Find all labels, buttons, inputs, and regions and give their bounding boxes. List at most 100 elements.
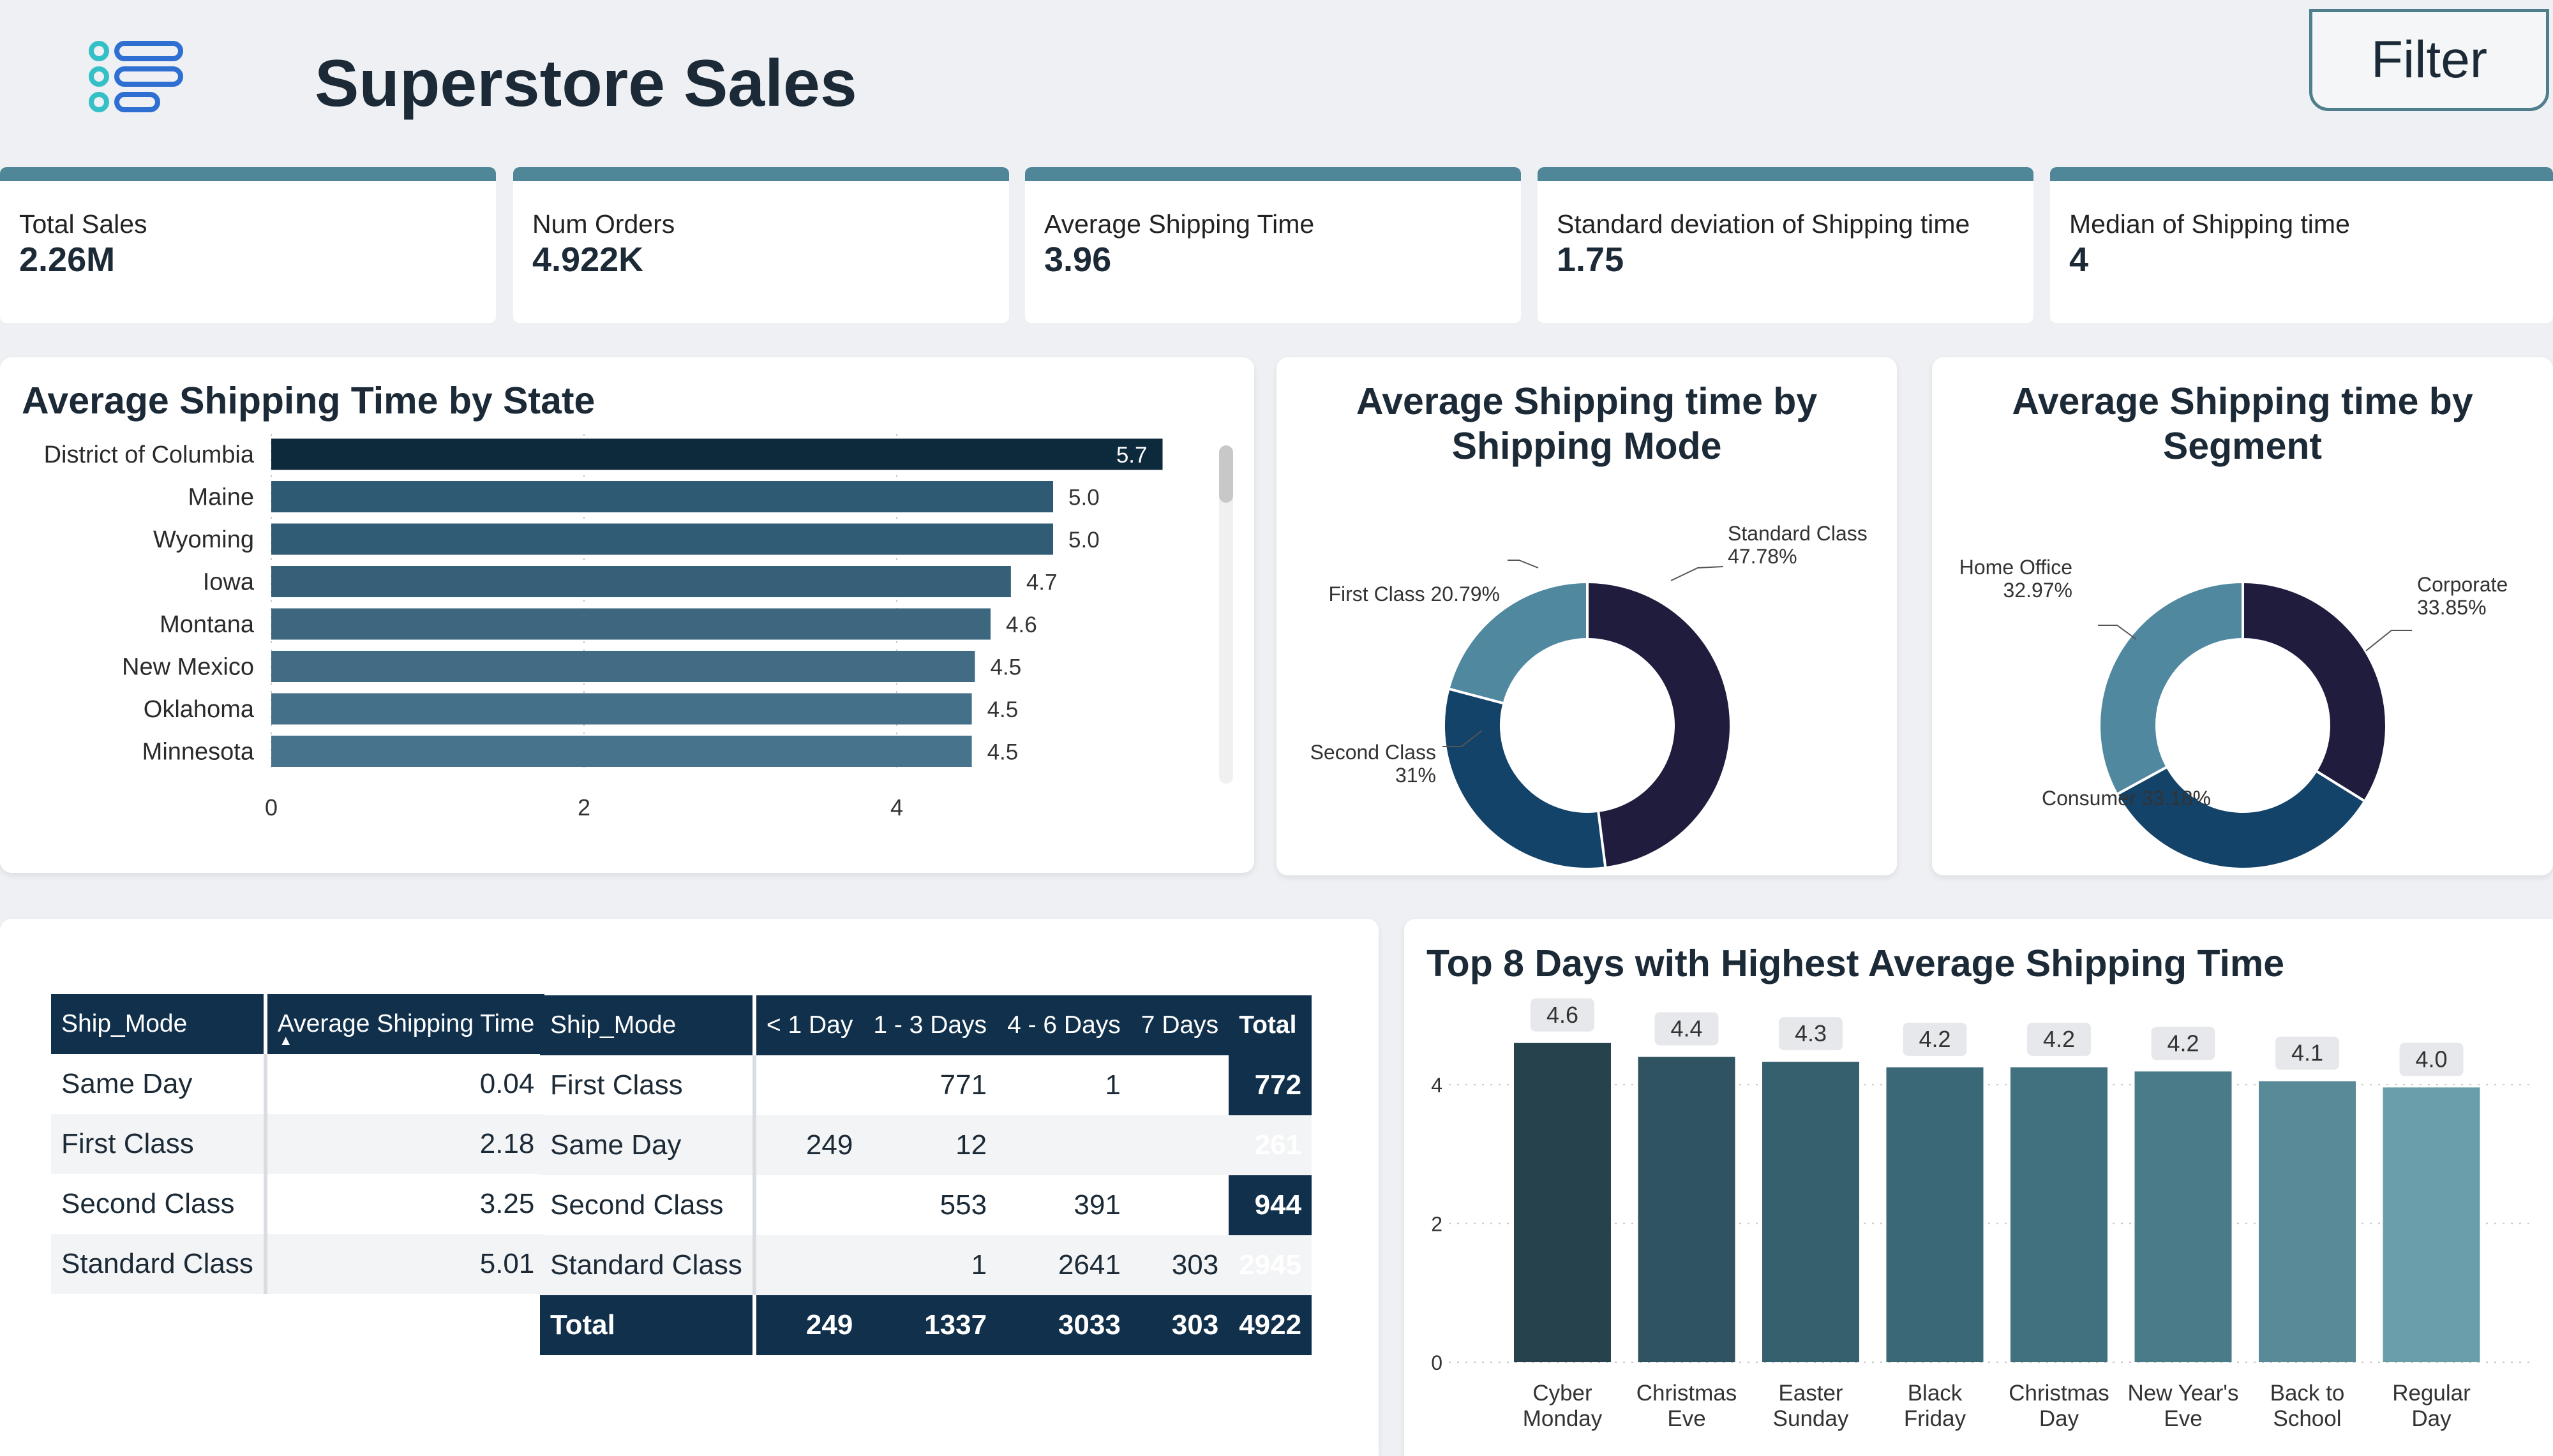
cell-ship-mode: Second Class: [51, 1174, 267, 1234]
kpi-num-orders: Num Orders 4.922K: [513, 167, 1009, 323]
y-tick-label: 2: [1431, 1213, 1442, 1236]
x-category-label: Eve: [2164, 1406, 2202, 1431]
x-category-label: Friday: [1904, 1406, 1966, 1431]
donut-slice[interactable]: [2242, 580, 2388, 803]
cell-value: 391: [1074, 1189, 1121, 1221]
day-bar[interactable]: [1638, 1057, 1735, 1363]
day-bar[interactable]: [2259, 1081, 2356, 1362]
bar-value-label: 4.6: [1006, 613, 1037, 637]
cell-total: 2945: [1229, 1235, 1312, 1295]
table-total-row[interactable]: Total 249 1337 3033 303 4922: [540, 1295, 1312, 1355]
x-category-label: Black: [1908, 1381, 1963, 1406]
cell-value: 2641: [997, 1235, 1131, 1295]
cell-total: 944: [1229, 1175, 1312, 1235]
column-header-avg-shipping[interactable]: Average Shipping Time ▲: [265, 994, 545, 1054]
cell-value: [997, 1115, 1131, 1175]
table-row[interactable]: Second Class 553 391 944: [540, 1175, 1312, 1235]
leader-line: [1670, 566, 1724, 581]
segment-chart-title: Average Shipping time by Segment: [1932, 379, 2553, 468]
cell-value: 1: [1105, 1069, 1121, 1101]
day-bar[interactable]: [2010, 1067, 2108, 1362]
state-label: Montana: [160, 611, 255, 638]
day-bar[interactable]: [1762, 1062, 1859, 1362]
mode-chart-title: Average Shipping time by Shipping Mode: [1276, 379, 1897, 468]
table-row[interactable]: Standard Class 1 2641 303 2945: [540, 1235, 1312, 1295]
state-bar[interactable]: [271, 481, 1053, 512]
bar-value-label: 4.5: [987, 697, 1019, 722]
value-badge: [1779, 1017, 1843, 1051]
mode-chart-card: Average Shipping time by Shipping Mode S…: [1276, 357, 1897, 875]
table-row[interactable]: Second Class 3.25: [51, 1174, 544, 1234]
column-header-1-3[interactable]: 1 - 3 Days: [863, 995, 998, 1055]
list-menu-icon[interactable]: [86, 38, 188, 121]
bar-value-label: 4.5: [991, 655, 1022, 680]
value-badge: [1531, 998, 1594, 1032]
kpi-value: 1.75: [1557, 241, 1624, 279]
table-row[interactable]: Same Day 249 12 261: [540, 1115, 1312, 1175]
table-row[interactable]: First Class 2.18: [51, 1114, 545, 1174]
donut-slice[interactable]: [1586, 580, 1732, 868]
state-bar[interactable]: [271, 523, 1053, 555]
table-row[interactable]: Standard Class 5.01: [51, 1234, 545, 1294]
table-row[interactable]: First Class 771 1 772: [540, 1055, 1312, 1115]
y-tick-label: 4: [1431, 1074, 1442, 1097]
x-tick-label: 0: [265, 794, 278, 821]
state-bar[interactable]: [271, 693, 972, 725]
leader-line: [2098, 625, 2137, 640]
table-header-row: Ship_Mode Average Shipping Time ▲: [51, 994, 545, 1054]
state-bar[interactable]: [271, 566, 1011, 597]
cell-value: 12: [863, 1115, 998, 1175]
kpi-median-shipping: Median of Shipping time 4: [2050, 167, 2553, 323]
value-badge: [1654, 1012, 1719, 1046]
day-bar[interactable]: [1514, 1043, 1611, 1362]
segment-title-line2: Segment: [2162, 425, 2323, 467]
state-bar[interactable]: [271, 651, 975, 682]
column-header-7[interactable]: 7 Days: [1130, 995, 1229, 1055]
donut-slice[interactable]: [1442, 687, 1607, 868]
state-chart-card: Average Shipping Time by State 0 2 4 Distri…: [0, 357, 1254, 873]
donut-slice[interactable]: [2115, 765, 2367, 868]
cell-total-value: 249: [754, 1295, 864, 1355]
x-category-label: Sunday: [1773, 1406, 1849, 1431]
column-header-4-6[interactable]: 4 - 6 Days: [997, 995, 1131, 1055]
donut-slice[interactable]: [1447, 580, 1589, 705]
value-badge: [2399, 1043, 2464, 1076]
state-label: District of Columbia: [44, 442, 255, 468]
column-header-ship-mode[interactable]: Ship_Mode: [51, 994, 267, 1054]
day-bar[interactable]: [2383, 1087, 2480, 1362]
bar-value-label: 4.0: [2415, 1046, 2447, 1072]
day-bar[interactable]: [2134, 1071, 2232, 1362]
state-bar[interactable]: [271, 438, 1163, 470]
state-chart-scrollbar[interactable]: [1219, 445, 1233, 784]
kpi-label: Num Orders: [532, 209, 675, 239]
x-category-label: Eve: [1667, 1406, 1705, 1431]
cell-total: 261: [1229, 1115, 1312, 1175]
filter-button[interactable]: Filter: [2309, 9, 2549, 111]
cell-total-value: 1337: [863, 1295, 998, 1355]
shipping-matrix-table: Ship_Mode < 1 Day 1 - 3 Days 4 - 6 Days …: [540, 995, 1312, 1355]
scrollbar-thumb[interactable]: [1219, 445, 1233, 503]
cell-ship-mode: Same Day: [51, 1054, 267, 1114]
column-header-ship-mode[interactable]: Ship_Mode: [540, 995, 756, 1055]
x-category-label: Cyber: [1532, 1381, 1592, 1406]
x-category-label: Regular: [2392, 1381, 2471, 1406]
leader-line: [1508, 560, 1539, 568]
donut-slice[interactable]: [2098, 580, 2244, 796]
column-header-total[interactable]: Total: [1229, 995, 1312, 1055]
slice-label: Consumer 33.18%: [2042, 787, 2211, 810]
state-bar[interactable]: [271, 608, 991, 640]
state-bar[interactable]: [271, 736, 972, 767]
column-header-label: Average Shipping Time: [277, 1010, 535, 1037]
bar-value-label: 4.7: [1026, 570, 1058, 595]
cell-value: [1131, 1055, 1229, 1115]
days-chart-title: Top 8 Days with Highest Average Shipping…: [1426, 942, 2285, 984]
day-bar[interactable]: [1886, 1067, 1984, 1362]
bar-value-label: 5.0: [1068, 528, 1100, 553]
bar-value-label: 4.5: [987, 740, 1019, 765]
cell-ship-mode: Standard Class: [51, 1234, 267, 1294]
avg-shipping-table: Ship_Mode Average Shipping Time ▲ Same D…: [51, 994, 545, 1294]
table-row[interactable]: Same Day 0.04: [51, 1054, 544, 1114]
cell-avg: 0.04: [479, 1068, 535, 1099]
column-header-lt1[interactable]: < 1 Day: [754, 995, 864, 1055]
cell-value: [1131, 1175, 1229, 1235]
